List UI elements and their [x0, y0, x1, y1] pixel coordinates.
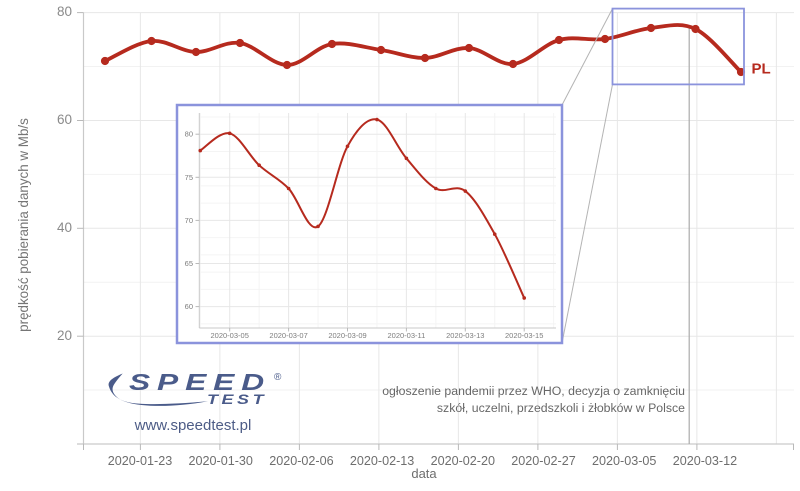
svg-text:2020-01-23: 2020-01-23	[108, 454, 172, 468]
svg-text:2020-03-12: 2020-03-12	[673, 454, 737, 468]
svg-text:2020-02-20: 2020-02-20	[431, 454, 495, 468]
svg-text:70: 70	[185, 216, 193, 225]
svg-text:60: 60	[185, 302, 193, 311]
svg-text:TEST: TEST	[207, 392, 267, 408]
svg-text:www.speedtest.pl: www.speedtest.pl	[134, 417, 252, 434]
svg-text:PL: PL	[752, 61, 771, 78]
svg-text:2020-03-11: 2020-03-11	[387, 331, 425, 340]
svg-text:szkół, uczelni, przedszkoli i: szkół, uczelni, przedszkoli i żłobków w …	[437, 401, 685, 415]
svg-text:2020-03-05: 2020-03-05	[592, 454, 656, 468]
svg-text:65: 65	[185, 259, 193, 268]
svg-text:75: 75	[185, 173, 193, 182]
svg-text:2020-02-06: 2020-02-06	[269, 454, 333, 468]
svg-text:2020-02-27: 2020-02-27	[511, 454, 575, 468]
svg-text:40: 40	[57, 220, 72, 235]
svg-text:2020-03-07: 2020-03-07	[269, 331, 307, 340]
svg-text:2020-03-13: 2020-03-13	[446, 331, 484, 340]
svg-text:®: ®	[274, 372, 282, 383]
svg-text:prędkość pobierania danych w M: prędkość pobierania danych w Mb/s	[16, 118, 31, 332]
svg-text:data: data	[411, 466, 437, 481]
svg-text:2020-02-13: 2020-02-13	[350, 454, 414, 468]
svg-text:60: 60	[57, 112, 72, 127]
svg-text:ogłoszenie pandemii przez WHO,: ogłoszenie pandemii przez WHO, decyzja o…	[382, 384, 685, 398]
svg-text:SPEED: SPEED	[129, 369, 271, 395]
svg-text:2020-03-05: 2020-03-05	[211, 331, 249, 340]
svg-text:2020-01-30: 2020-01-30	[188, 454, 252, 468]
svg-text:20: 20	[57, 328, 72, 343]
svg-text:2020-03-15: 2020-03-15	[505, 331, 543, 340]
svg-text:2020-03-09: 2020-03-09	[328, 331, 366, 340]
svg-text:80: 80	[57, 4, 72, 19]
svg-text:80: 80	[185, 130, 193, 139]
